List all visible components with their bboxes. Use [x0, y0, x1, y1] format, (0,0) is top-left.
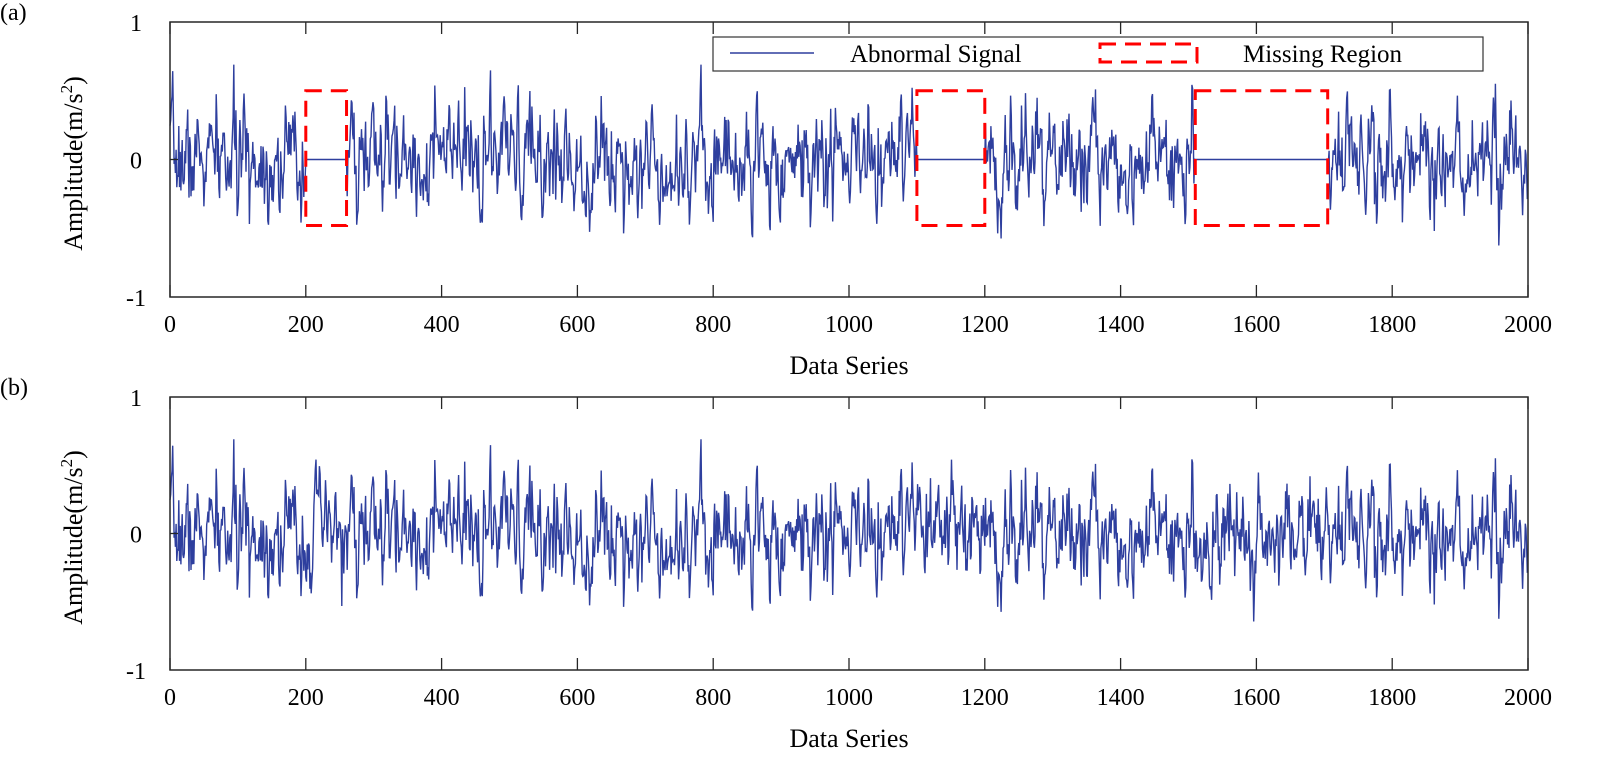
x-tick-label: 0 [164, 685, 176, 711]
x-tick-label: 1600 [1232, 685, 1280, 711]
x-tick-label: 1200 [961, 312, 1009, 338]
x-tick-label: 1000 [825, 685, 873, 711]
x-tick-label: 1600 [1232, 312, 1280, 338]
x-tick-label: 600 [559, 312, 595, 338]
y-tick-label: -1 [126, 286, 146, 312]
y-tick-label: -1 [126, 659, 146, 685]
y-tick-label: 0 [130, 523, 142, 549]
x-tick-label: 2000 [1504, 312, 1552, 338]
x-tick-label: 1200 [961, 685, 1009, 711]
x-tick-label: 0 [164, 312, 176, 338]
x-tick-label: 600 [559, 685, 595, 711]
x-tick-label: 1000 [825, 312, 873, 338]
x-tick-label: 2000 [1504, 685, 1552, 711]
x-tick-label: 800 [695, 312, 731, 338]
y-axis-label: Amplitude(m/s2) [57, 450, 88, 625]
x-tick-label: 200 [288, 312, 324, 338]
missing-region-box [915, 89, 987, 227]
x-tick-label: 400 [424, 312, 460, 338]
x-axis-label: Data Series [789, 351, 908, 380]
panel-a: (a) 0 200 400 600 800 1000 1200 1400 1600 1800 2000… [0, 0, 1552, 380]
signal-line [169, 64, 1528, 246]
panel-b: (b) 0 200 400 600 800 1000 1200 1400 1600 1800 2000… [0, 375, 1552, 753]
y-tick-label: 1 [130, 386, 142, 412]
x-axis-label: Data Series [789, 724, 908, 753]
x-tick-label: 1400 [1097, 685, 1145, 711]
panel-label: (a) [0, 0, 27, 26]
y-axis-label-main: Amplitude(m/s [59, 467, 88, 624]
legend-label-missing: Missing Region [1243, 41, 1403, 68]
y-tick-label: 0 [130, 149, 142, 175]
y-tick-label: 1 [130, 11, 142, 37]
x-tick-label: 1800 [1368, 685, 1416, 711]
y-axis-label-main: Amplitude(m/s [59, 93, 88, 250]
legend-label-abnormal: Abnormal Signal [850, 41, 1022, 68]
legend: Abnormal Signal Missing Region [712, 36, 1484, 72]
y-axis-label: Amplitude(m/s2) [57, 76, 88, 251]
x-tick-label: 200 [288, 685, 324, 711]
y-axis-label-close: ) [59, 76, 88, 85]
y-axis-label-close: ) [59, 450, 88, 459]
x-tick-label: 800 [695, 685, 731, 711]
missing-region-box [304, 89, 349, 227]
y-axis-label-superscript: 2 [57, 85, 76, 94]
signal-line [169, 439, 1528, 622]
x-tick-label: 400 [424, 685, 460, 711]
legend-box [712, 36, 1484, 72]
legend-dashed-box-symbol [1098, 42, 1199, 64]
y-axis-label-superscript: 2 [57, 459, 76, 468]
x-tick-label: 1400 [1097, 312, 1145, 338]
x-tick-label: 1800 [1368, 312, 1416, 338]
missing-region-box [1193, 89, 1330, 227]
panel-label: (b) [0, 375, 28, 401]
